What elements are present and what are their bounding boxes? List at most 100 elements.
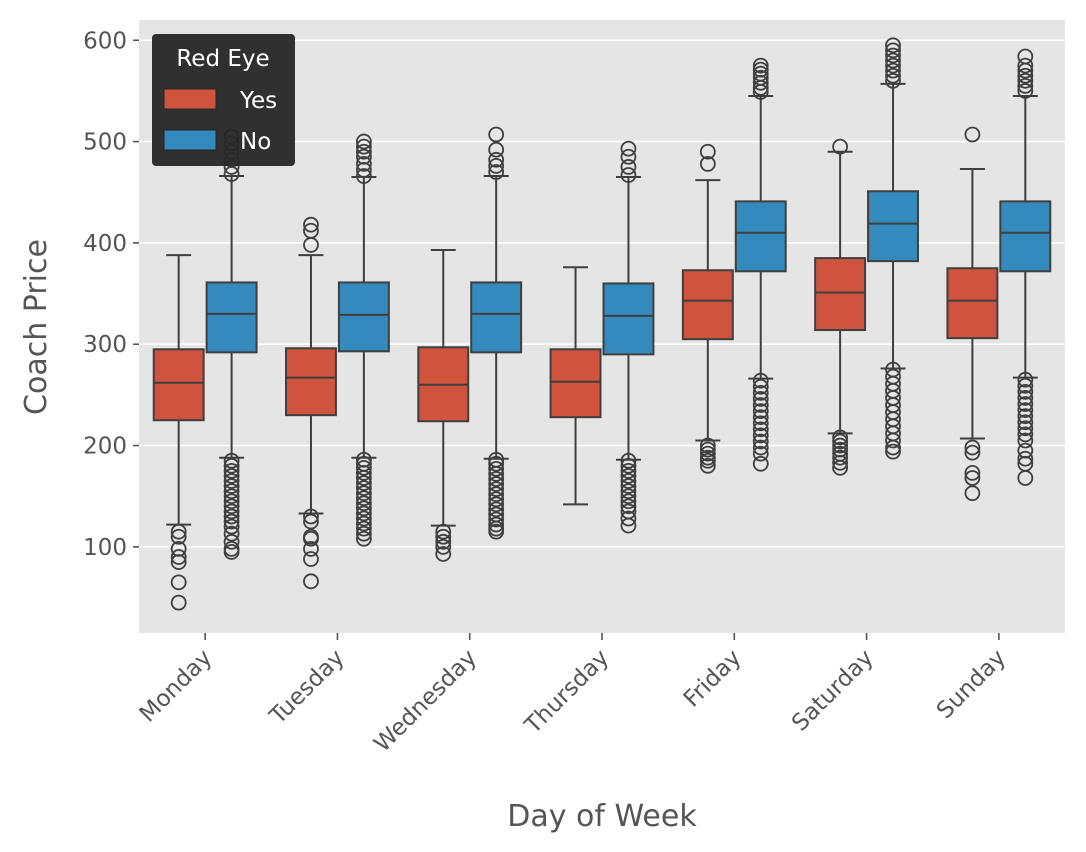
- outlier-point: [170, 574, 187, 591]
- outlier-point: [355, 138, 372, 155]
- outlier-point: [832, 433, 849, 450]
- outlier-point: [170, 594, 187, 611]
- outlier-point: [964, 470, 981, 486]
- outlier-point: [885, 432, 901, 449]
- box-yes-friday: [681, 143, 734, 474]
- outlier-point: [1017, 72, 1034, 89]
- outlier-point: [223, 462, 240, 479]
- outlier-point: [620, 452, 637, 469]
- outlier-point: [832, 449, 849, 466]
- outlier-point: [752, 79, 769, 96]
- outlier-point: [1017, 62, 1034, 79]
- outlier-point: [223, 473, 240, 489]
- outlier-point: [223, 498, 240, 515]
- outlier-point: [885, 57, 901, 74]
- outlier-point: [355, 500, 372, 517]
- outlier-point: [620, 498, 637, 515]
- outlier-point: [752, 455, 769, 472]
- outlier-point: [832, 138, 849, 155]
- outlier-point: [223, 508, 240, 525]
- outlier-point: [1017, 377, 1034, 394]
- outlier-point: [488, 481, 505, 498]
- outlier-point: [752, 403, 769, 420]
- outlier-point: [223, 457, 240, 474]
- x-tick-label: Monday: [135, 645, 218, 728]
- outlier-point: [355, 459, 372, 476]
- outlier-point: [752, 57, 769, 74]
- outlier-point: [832, 437, 849, 454]
- outlier-point: [435, 538, 452, 555]
- outlier-point: [223, 533, 240, 550]
- outlier-point: [1017, 383, 1034, 400]
- box-yes-saturday: [814, 138, 867, 476]
- x-axis-ticks: Monday Tuesday Wednesday Thursday Friday Satu…: [135, 633, 1011, 757]
- outlier-point: [620, 159, 637, 175]
- outlier-point: [488, 455, 505, 472]
- outlier-point: [699, 437, 716, 454]
- outlier-point: [832, 459, 849, 476]
- outlier-point: [699, 457, 716, 474]
- y-axis-label: Coach Price: [19, 239, 54, 415]
- outlier-point: [488, 523, 505, 540]
- outlier-point: [355, 465, 372, 481]
- outlier-point: [355, 490, 372, 507]
- outlier-point: [355, 470, 372, 486]
- outlier-point: [303, 530, 319, 547]
- box-no-thursday: [602, 140, 655, 534]
- outlier-point: [752, 415, 769, 432]
- outlier-point: [355, 495, 372, 512]
- outlier-point: [170, 554, 187, 570]
- outlier-point: [170, 523, 187, 540]
- x-tick-label: Thursday: [520, 645, 615, 740]
- outlier-point: [223, 503, 240, 520]
- outlier-point: [223, 483, 240, 500]
- outlier-point: [488, 164, 505, 180]
- outlier-point: [488, 141, 505, 158]
- outlier-point: [620, 488, 637, 505]
- box-iqr: [867, 190, 919, 263]
- outlier-point: [223, 478, 240, 494]
- box-no-monday: [205, 128, 258, 560]
- outlier-point: [488, 471, 505, 487]
- box-yes-tuesday: [285, 216, 337, 590]
- outlier-point: [885, 42, 901, 59]
- outlier-point: [1017, 450, 1034, 467]
- outlier-point: [752, 378, 769, 395]
- outlier-point: [488, 491, 505, 508]
- outlier-point: [964, 485, 981, 502]
- outlier-point: [1017, 402, 1034, 418]
- box-iqr: [470, 281, 523, 354]
- legend-title: Red Eye: [176, 46, 269, 72]
- outlier-point: [355, 515, 372, 532]
- outlier-point: [620, 478, 637, 494]
- outlier-point: [885, 439, 901, 456]
- outlier-point: [303, 541, 319, 557]
- outlier-point: [355, 485, 372, 502]
- outlier-point: [885, 37, 901, 54]
- outlier-point: [488, 460, 505, 477]
- legend: Red Eye Yes No: [152, 34, 295, 166]
- x-axis-label: Day of Week: [507, 799, 697, 834]
- box-iqr: [814, 257, 867, 332]
- box-iqr: [602, 282, 655, 356]
- y-tick-label: 300: [83, 332, 127, 358]
- outlier-point: [620, 473, 637, 489]
- y-tick-label: 600: [83, 28, 127, 54]
- outlier-point: [832, 429, 849, 446]
- box-iqr: [152, 348, 205, 422]
- y-tick-label: 100: [83, 535, 127, 561]
- box-iqr: [549, 348, 602, 419]
- outlier-point: [303, 237, 319, 253]
- outlier-point: [355, 475, 372, 491]
- outlier-point: [223, 468, 240, 484]
- box-no-friday: [734, 57, 787, 472]
- box-iqr: [285, 347, 337, 417]
- outlier-point: [170, 549, 187, 565]
- outlier-point: [752, 421, 769, 438]
- outlier-point: [355, 525, 372, 542]
- outlier-point: [964, 444, 981, 461]
- outlier-point: [885, 72, 901, 89]
- outlier-point: [1017, 77, 1034, 94]
- outlier-point: [620, 462, 637, 479]
